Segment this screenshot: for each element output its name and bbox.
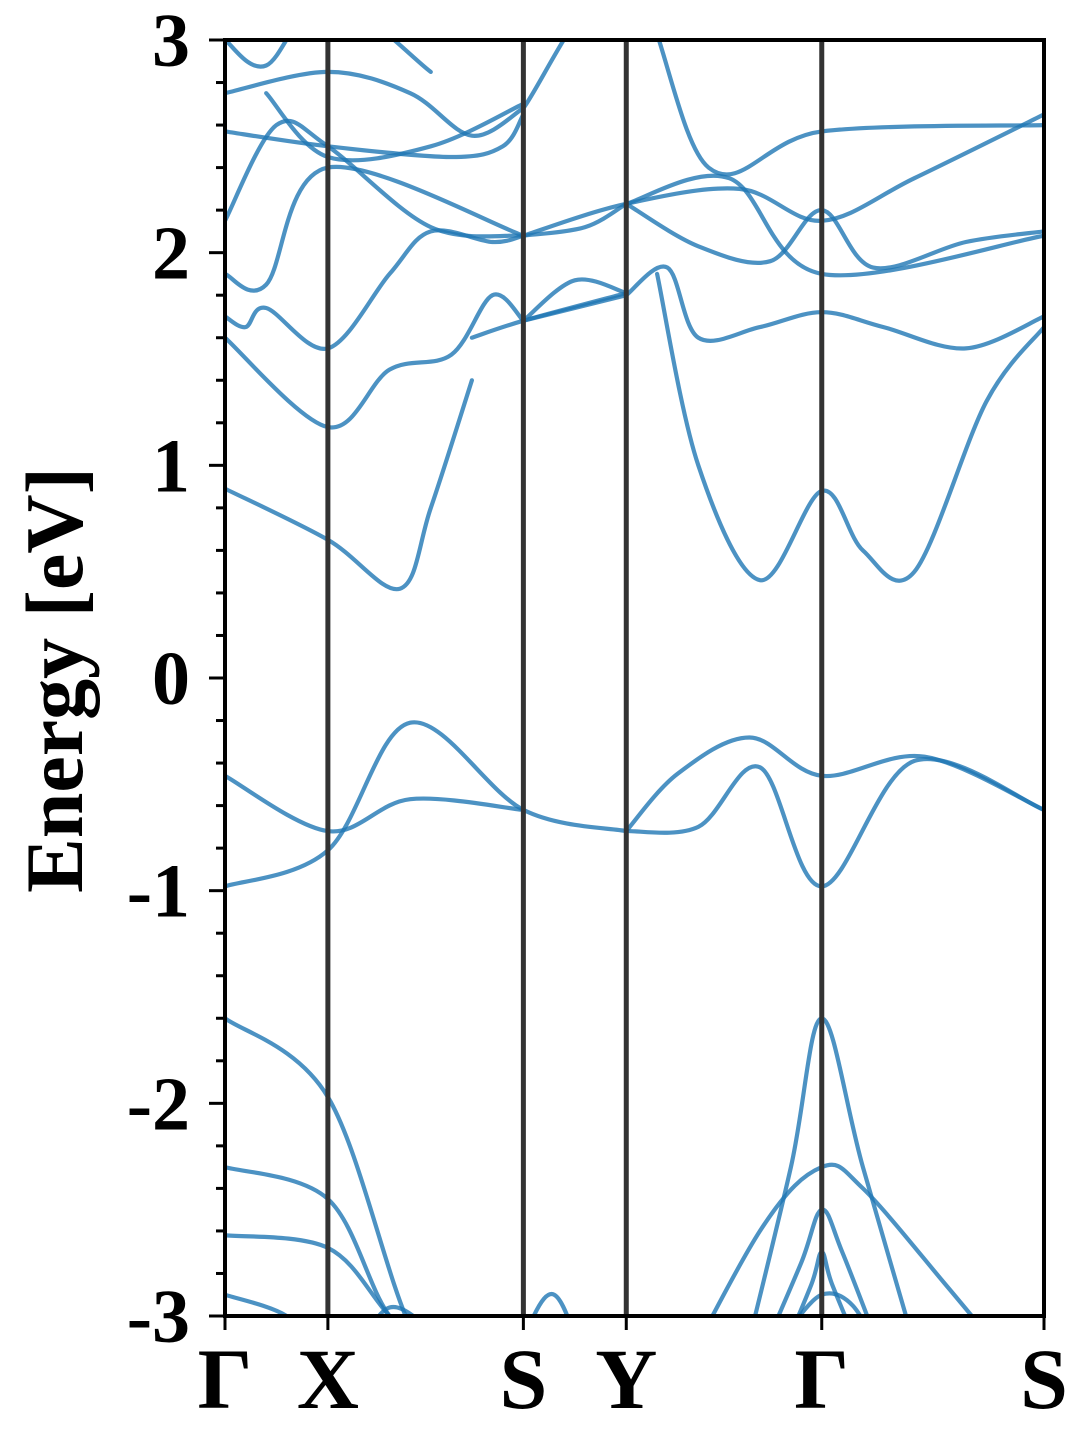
band-line-5 (225, 1165, 570, 1316)
band-line-33 (225, 40, 433, 74)
band-line-23 (521, 201, 629, 238)
band-line-30 (225, 69, 526, 138)
y-tick-label: 3 (152, 0, 190, 83)
y-tick-label: 2 (152, 212, 190, 296)
y-tick-label: -1 (127, 850, 190, 934)
kpoint-label: Γ (198, 1331, 253, 1427)
high-symmetry-lines (325, 40, 825, 1316)
band-line-27 (521, 112, 1044, 238)
band-line-2 (225, 720, 629, 889)
band-line-31 (264, 91, 526, 163)
y-tick-label: 0 (152, 637, 190, 721)
band-line-19 (225, 292, 526, 430)
band-line-24 (624, 201, 1044, 271)
y-tick-label: 1 (152, 424, 190, 508)
band-line-22 (225, 228, 526, 351)
band-line-29 (225, 112, 526, 160)
band-line-11 (710, 1162, 975, 1316)
band-line-3 (624, 735, 1044, 834)
y-tick-labels: -3 -2 -1 0 1 2 3 (127, 0, 190, 1359)
kpoint-label: X (297, 1331, 359, 1427)
band-lines (225, 40, 1044, 1316)
band-line-18 (655, 271, 1044, 583)
band-line-32 (521, 40, 1044, 177)
band-line-28 (624, 173, 1044, 278)
band-line-4 (624, 756, 1044, 889)
band-line-7 (225, 1292, 291, 1316)
kpoint-label: Y (595, 1331, 657, 1427)
band-line-17 (521, 277, 629, 323)
y-tick-label: -3 (127, 1275, 190, 1359)
band-line-14 (796, 1291, 863, 1316)
band-line-25 (225, 164, 526, 293)
y-tick-label: -2 (127, 1062, 190, 1146)
kpoint-label: S (1020, 1331, 1068, 1427)
band-line-21 (624, 264, 1044, 351)
band-line-6 (225, 1233, 393, 1316)
band-line-20 (521, 293, 629, 323)
band-line-15 (225, 378, 474, 592)
kpoint-label: Γ (794, 1331, 849, 1427)
plot-frame (223, 38, 1046, 1318)
band-line-10 (752, 1016, 909, 1316)
y-axis-title: Energy [eV] (9, 467, 100, 893)
band-line-9 (225, 1016, 408, 1316)
band-line-1 (225, 773, 526, 834)
kpoint-label: S (499, 1331, 547, 1427)
